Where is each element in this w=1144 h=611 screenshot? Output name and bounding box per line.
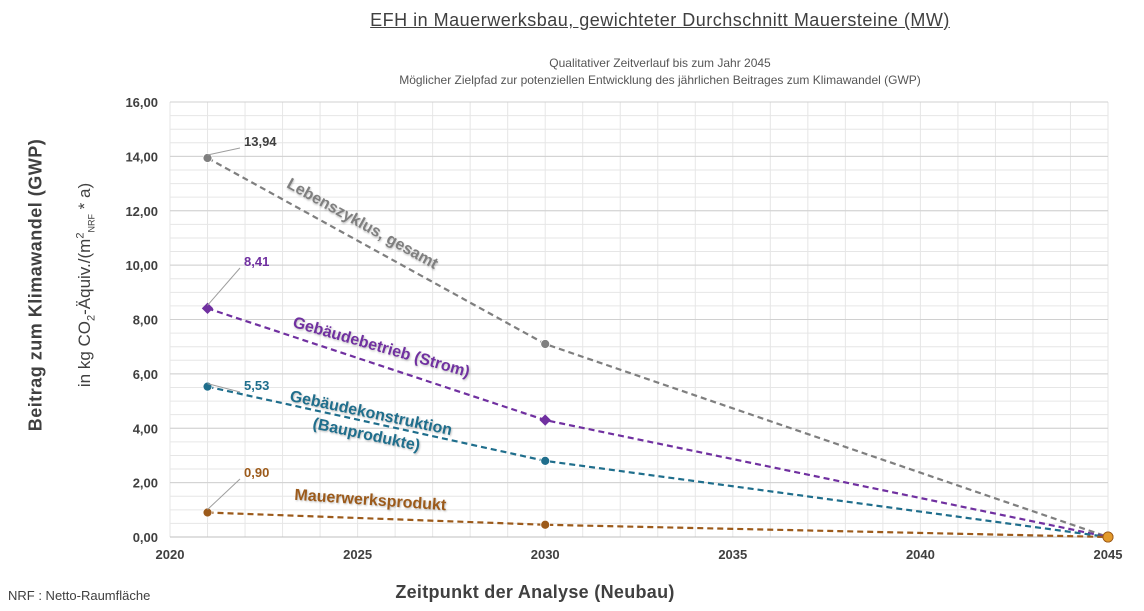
data-value-label: 8,41 bbox=[244, 254, 269, 269]
data-point-marker bbox=[539, 414, 551, 426]
y-tick-label: 6,00 bbox=[133, 367, 158, 382]
data-point-marker bbox=[540, 519, 551, 530]
data-point-marker bbox=[1102, 531, 1114, 543]
data-value-label: 0,90 bbox=[244, 465, 269, 480]
y-tick-label: 0,00 bbox=[133, 530, 158, 545]
data-label-leader bbox=[207, 383, 241, 393]
data-point-marker bbox=[202, 153, 213, 163]
y-tick-label: 16,00 bbox=[125, 95, 158, 110]
chart-title: EFH in Mauerwerksbau, gewichteter Durchs… bbox=[370, 10, 950, 30]
data-value-label: 13,94 bbox=[244, 134, 277, 149]
x-tick-label: 2040 bbox=[906, 547, 935, 562]
x-axis-label: Zeitpunkt der Analyse (Neubau) bbox=[395, 582, 675, 602]
y-tick-label: 14,00 bbox=[125, 149, 158, 164]
data-label-leader bbox=[207, 147, 241, 156]
x-tick-label: 2030 bbox=[531, 547, 560, 562]
x-tick-label: 2020 bbox=[156, 547, 185, 562]
data-value-label: 5,53 bbox=[244, 378, 269, 393]
data-point-marker bbox=[540, 455, 551, 466]
x-tick-label: 2025 bbox=[343, 547, 372, 562]
y-tick-label: 4,00 bbox=[133, 421, 158, 436]
data-point-marker bbox=[201, 302, 214, 315]
data-point-marker bbox=[202, 507, 213, 518]
y-tick-label: 10,00 bbox=[125, 258, 158, 273]
y-tick-label: 8,00 bbox=[133, 313, 158, 328]
y-tick-label: 12,00 bbox=[125, 204, 158, 219]
data-label-leader bbox=[207, 267, 241, 306]
series-line bbox=[207, 511, 1109, 539]
footnote: NRF : Netto-Raumfläche bbox=[8, 588, 151, 603]
data-point-marker bbox=[202, 381, 213, 392]
x-tick-label: 2035 bbox=[718, 547, 747, 562]
chart-subtitle-2: Möglicher Zielpfad zur potenziellen Entw… bbox=[399, 73, 921, 87]
data-point-marker bbox=[540, 339, 551, 349]
data-label-leader bbox=[207, 478, 241, 510]
chart-subtitle-1: Qualitativer Zeitverlauf bis zum Jahr 20… bbox=[549, 56, 771, 70]
x-tick-label: 2045 bbox=[1094, 547, 1123, 562]
y-tick-label: 2,00 bbox=[133, 476, 158, 491]
